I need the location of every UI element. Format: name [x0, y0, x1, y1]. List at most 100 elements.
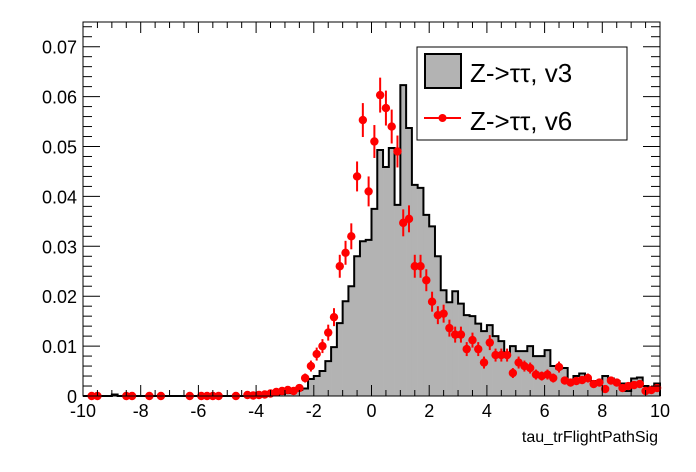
y-tick-label: 0.03 [42, 237, 77, 257]
point-marker [474, 344, 483, 354]
point-marker [352, 172, 362, 181]
y-tick-label: 0.06 [42, 88, 77, 108]
data-point [347, 223, 356, 250]
point-marker [347, 232, 356, 241]
data-point [502, 348, 512, 362]
data-point [404, 205, 414, 233]
point-marker [312, 349, 321, 359]
data-point [324, 324, 333, 341]
histogram-bin [383, 166, 390, 396]
y-tick-label: 0.04 [42, 187, 77, 207]
histogram-bin [377, 149, 384, 396]
point-marker [306, 361, 316, 371]
data-point [474, 342, 483, 357]
histogram-bin [331, 347, 338, 396]
point-marker [456, 330, 466, 339]
data-point [329, 308, 339, 327]
point-marker [497, 350, 506, 360]
data-point [583, 373, 593, 383]
histogram-bin [371, 208, 378, 396]
legend-label-v3: Z->ττ, v3 [470, 58, 572, 88]
point-marker [549, 373, 558, 383]
histogram-bin [625, 391, 632, 396]
data-point [595, 378, 604, 387]
x-tick-label: -6 [190, 401, 206, 421]
point-marker [393, 147, 402, 156]
histogram-bin [313, 376, 320, 396]
point-marker [300, 373, 310, 383]
histogram-bin [440, 290, 447, 396]
histogram-bin [359, 241, 367, 396]
data-point [375, 77, 385, 113]
histogram-bin [579, 373, 586, 396]
histogram-bin [354, 256, 361, 396]
histogram-bin [388, 147, 395, 396]
histogram-bin [584, 378, 592, 396]
data-point [393, 135, 402, 168]
data-point [416, 254, 425, 278]
x-tick-label: -4 [248, 401, 264, 421]
point-marker [450, 330, 460, 339]
point-marker [491, 350, 500, 360]
point-marker [485, 338, 494, 347]
histogram-bin [423, 214, 430, 396]
data-point [352, 161, 362, 192]
point-marker [427, 297, 437, 306]
histogram-bin [452, 291, 459, 396]
legend: Z->ττ, v3 Z->ττ, v6 [416, 46, 628, 141]
histogram-bin [596, 381, 603, 396]
histogram-bin [336, 323, 343, 396]
point-marker [635, 379, 645, 389]
data-point [497, 348, 506, 362]
x-tick-label: 4 [482, 401, 492, 421]
histogram-bin [319, 371, 326, 396]
legend-marker-v6 [438, 114, 447, 122]
point-marker [600, 384, 610, 394]
y-tick-label: 0.02 [42, 287, 77, 307]
x-tick-label: -2 [306, 401, 322, 421]
data-point [508, 368, 518, 379]
point-marker [364, 187, 373, 196]
data-point [358, 103, 368, 138]
histogram-bin [406, 128, 413, 397]
data-point [635, 379, 645, 389]
histogram-bin [567, 383, 574, 396]
point-marker [595, 378, 604, 387]
point-marker [422, 276, 431, 285]
data-point [549, 373, 558, 383]
histogram-bin [284, 393, 292, 396]
data-point [485, 335, 494, 351]
histogram-bin [302, 388, 309, 396]
x-tick-label: 6 [540, 401, 550, 421]
data-point [341, 240, 350, 265]
histogram-bin [365, 239, 372, 396]
data-point [445, 319, 454, 337]
y-tick-label: 0.05 [42, 138, 77, 158]
histogram-bin [590, 381, 597, 396]
point-marker [502, 350, 512, 360]
histogram-bin [504, 355, 511, 396]
data-point [422, 269, 431, 292]
point-marker [387, 122, 396, 131]
histogram-bin [498, 341, 505, 396]
histogram-bin [469, 316, 476, 396]
histogram-bin [458, 303, 465, 396]
point-marker [445, 323, 454, 333]
data-point [600, 384, 610, 394]
histogram-bin [348, 286, 355, 396]
data-point [612, 378, 621, 387]
histogram-bin [446, 302, 453, 396]
data-point [491, 348, 500, 362]
point-marker [341, 248, 350, 257]
point-marker [410, 262, 419, 271]
histogram-bin [475, 323, 482, 396]
point-marker [318, 341, 327, 351]
point-marker [468, 335, 477, 345]
x-tick-label: 8 [597, 401, 607, 421]
x-axis-title: tau_trFlightPathSig [522, 429, 658, 446]
data-point [462, 342, 471, 357]
data-point [300, 373, 310, 383]
point-marker [612, 378, 621, 387]
axes: -10 -8 -6 -4 -2 0 2 4 6 8 10 0 0.01 0.02 0.03 0.04 0.05 0… [42, 22, 670, 421]
